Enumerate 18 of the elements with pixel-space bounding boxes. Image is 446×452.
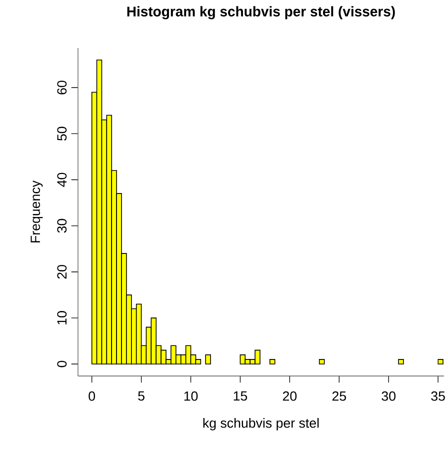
x-tick-label: 25 bbox=[332, 391, 346, 401]
y-tick-label: 20 bbox=[57, 264, 67, 279]
y-tick-label: 0 bbox=[57, 360, 67, 368]
x-tick-label: 5 bbox=[138, 391, 144, 401]
chart-title: Histogram kg schubvis per stel (vissers) bbox=[127, 6, 395, 20]
x-tick-label: 35 bbox=[431, 391, 445, 401]
x-tick-label: 15 bbox=[234, 391, 248, 401]
y-axis-title: Frequency bbox=[30, 180, 43, 242]
y-tick-label: 60 bbox=[57, 80, 67, 94]
x-tick-label: 10 bbox=[184, 391, 198, 401]
y-tick-label: 10 bbox=[57, 311, 67, 324]
x-tick-label: 0 bbox=[88, 391, 96, 401]
x-tick-label: 30 bbox=[382, 391, 396, 401]
y-tick-label: 40 bbox=[57, 172, 67, 187]
x-axis-title: kg schubvis per stel bbox=[203, 418, 319, 430]
y-tick-label: 30 bbox=[57, 218, 67, 233]
x-tick-label: 20 bbox=[282, 391, 297, 401]
y-tick-label: 50 bbox=[57, 126, 67, 141]
